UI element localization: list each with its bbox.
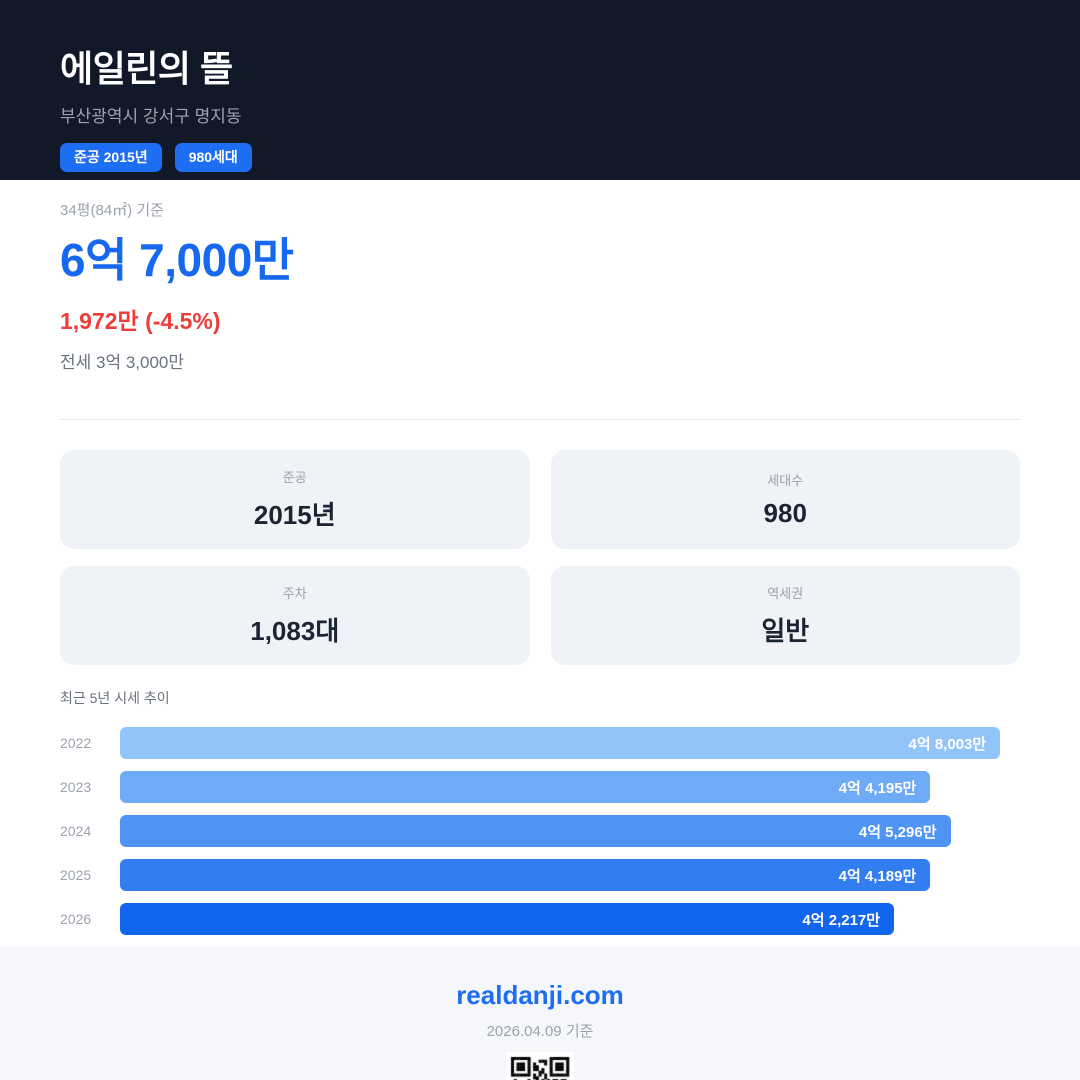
bar-track: 4억 2,217만 bbox=[120, 903, 1020, 935]
chart-bar-row: 2024 4억 5,296만 bbox=[60, 815, 1020, 847]
bar-year-label: 2026 bbox=[60, 911, 92, 927]
bar-year-label: 2023 bbox=[60, 779, 92, 795]
badge-household-count: 980세대 bbox=[174, 143, 252, 172]
stat-cards: 준공 2015년 세대수 980 주차 1,083대 역세권 일반 bbox=[60, 450, 1020, 665]
bar-track: 4억 5,296만 bbox=[120, 815, 1020, 847]
footer: realdanji.com 2026.04.09 기준 bbox=[0, 947, 1080, 1080]
jeonse-price: 전세 3억 3,000만 bbox=[60, 353, 185, 372]
price-trend-chart: 최근 5년 시세 추이 2022 4억 8,003만 2023 4억 4,195… bbox=[60, 688, 1020, 935]
bar-year-label: 2025 bbox=[60, 867, 92, 883]
chart-bar-row: 2023 4억 4,195만 bbox=[60, 771, 1020, 803]
price-summary: 34평(84㎡) 기준 6억 7,000만 1,972만 (-4.5%) 전세 … bbox=[0, 180, 1080, 373]
complex-address: 부산광역시 강서구 명지동 bbox=[60, 107, 242, 126]
stat-card-households: 세대수 980 bbox=[550, 450, 1020, 549]
bar-year-label: 2022 bbox=[60, 735, 92, 751]
stat-value: 1,083대 bbox=[250, 616, 340, 646]
chart-bar-row: 2022 4억 8,003만 bbox=[60, 727, 1020, 759]
bar-2025: 4억 4,189만 bbox=[120, 859, 931, 891]
price-change: 1,972만 (-4.5%) bbox=[60, 308, 221, 334]
qr-code bbox=[506, 1052, 574, 1080]
current-price: 6억 7,000만 bbox=[60, 234, 294, 286]
chart-bar-row: 2026 4억 2,217만 bbox=[60, 903, 1020, 935]
stat-label: 주차 bbox=[282, 586, 307, 601]
price-basis-label: 34평(84㎡) 기준 bbox=[60, 202, 164, 219]
chart-rows: 2022 4억 8,003만 2023 4억 4,195만 2024 4억 5,… bbox=[60, 727, 1020, 935]
stat-label: 역세권 bbox=[767, 586, 804, 601]
badge-row: 준공 2015년 980세대 bbox=[60, 143, 1020, 172]
bar-2023: 4억 4,195만 bbox=[120, 771, 931, 803]
stat-label: 준공 bbox=[282, 470, 307, 485]
qr-code-canvas bbox=[506, 1052, 574, 1080]
badge-built-year: 준공 2015년 bbox=[60, 143, 162, 172]
stat-card-parking: 주차 1,083대 bbox=[60, 566, 530, 665]
site-name: realdanji.com bbox=[456, 980, 624, 1010]
stat-value: 2015년 bbox=[253, 500, 336, 530]
bar-track: 4억 4,195만 bbox=[120, 771, 1020, 803]
complex-name: 에일린의 뜰 bbox=[60, 48, 233, 89]
header: 에일린의 뜰 부산광역시 강서구 명지동 준공 2015년 980세대 bbox=[0, 0, 1080, 180]
stat-label: 세대수 bbox=[767, 473, 804, 488]
bar-year-label: 2024 bbox=[60, 823, 92, 839]
bar-2026: 4억 2,217만 bbox=[120, 903, 895, 935]
divider bbox=[60, 419, 1020, 420]
stat-card-station-access: 역세권 일반 bbox=[550, 566, 1020, 665]
stat-card-built: 준공 2015년 bbox=[60, 450, 530, 549]
chart-bar-row: 2025 4억 4,189만 bbox=[60, 859, 1020, 891]
bar-2024: 4억 5,296만 bbox=[120, 815, 951, 847]
bar-track: 4억 4,189만 bbox=[120, 859, 1020, 891]
data-date-note: 2026.04.09 기준 bbox=[486, 1023, 594, 1040]
chart-title: 최근 5년 시세 추이 bbox=[60, 690, 170, 706]
stat-value: 980 bbox=[763, 498, 807, 528]
bar-2022: 4억 8,003만 bbox=[120, 727, 1001, 759]
stat-value: 일반 bbox=[761, 616, 810, 646]
bar-track: 4억 8,003만 bbox=[120, 727, 1020, 759]
